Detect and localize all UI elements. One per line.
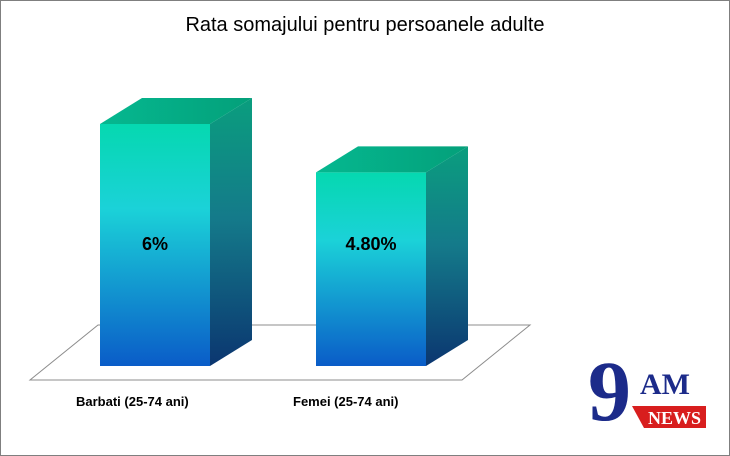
chart-title: Rata somajului pentru persoanele adulte	[185, 14, 545, 36]
bar-top-1	[316, 146, 468, 173]
bar-side-0	[210, 98, 252, 366]
category-label: Femei (25-74 ani)	[293, 394, 399, 409]
bar-side-1	[426, 146, 468, 366]
category-label: Barbati (25-74 ani)	[76, 394, 189, 409]
bar-front-0	[100, 124, 210, 366]
value-label: 4.80%	[345, 234, 397, 254]
value-label: 6%	[141, 234, 168, 254]
svg-text:NEWS: NEWS	[648, 408, 701, 428]
bar-top-0	[100, 98, 252, 124]
svg-text:9: 9	[588, 350, 631, 439]
svg-text:AM: AM	[640, 368, 690, 401]
9am-news-logo: 9 AM NEWS	[588, 350, 706, 439]
bar-front-1	[316, 172, 426, 366]
